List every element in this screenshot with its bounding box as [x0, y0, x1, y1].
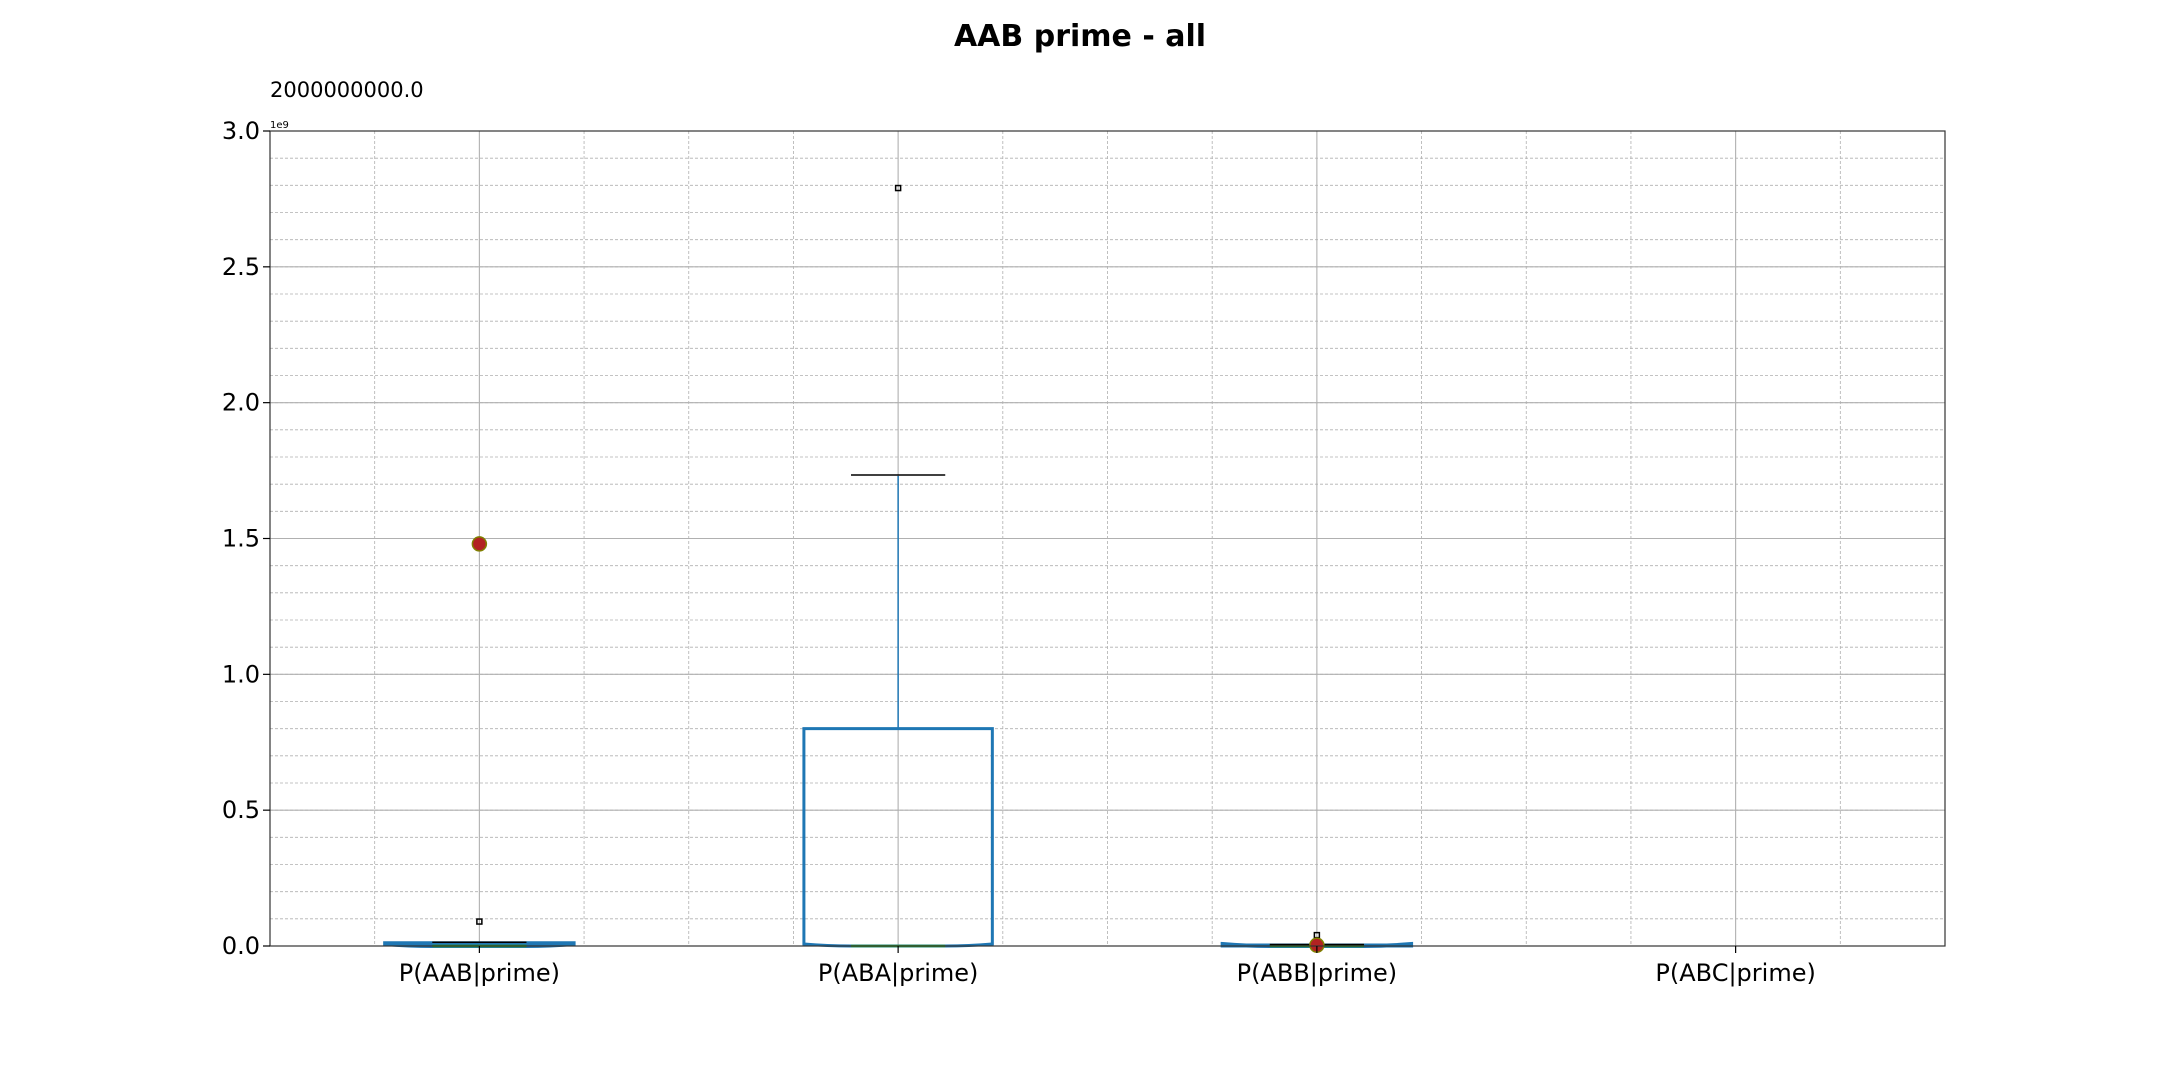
- y-offset-label: 1e9: [270, 120, 289, 131]
- y-tick-label: 0.0: [222, 932, 260, 960]
- y-tick-label: 1.0: [222, 660, 260, 688]
- y-tick-label: 3.0: [222, 117, 260, 145]
- x-tick-label: P(AAB|prime): [399, 959, 560, 987]
- y-tick-label: 0.5: [222, 796, 260, 824]
- y-tick-label: 2.5: [222, 253, 260, 281]
- y-tick-label: 1.5: [222, 525, 260, 553]
- y-tick-label: 2.0: [222, 389, 260, 417]
- flier-point: [894, 184, 902, 192]
- mean-marker: [471, 536, 488, 552]
- x-tick-label: P(ABC|prime): [1655, 959, 1815, 987]
- flier-point: [476, 918, 483, 925]
- x-tick-label: P(ABA|prime): [818, 959, 979, 987]
- x-tick-label: P(ABB|prime): [1237, 959, 1398, 987]
- chart-title: AAB prime - all: [954, 19, 1206, 54]
- chart-annotation: 2000000000.0: [270, 78, 424, 102]
- ticks: 0.0 0.5 1.0 1.5 2.0 2.5 3.0 P(AAB|prime) P(ABA|p…: [222, 117, 1816, 987]
- grid: [270, 130, 1945, 947]
